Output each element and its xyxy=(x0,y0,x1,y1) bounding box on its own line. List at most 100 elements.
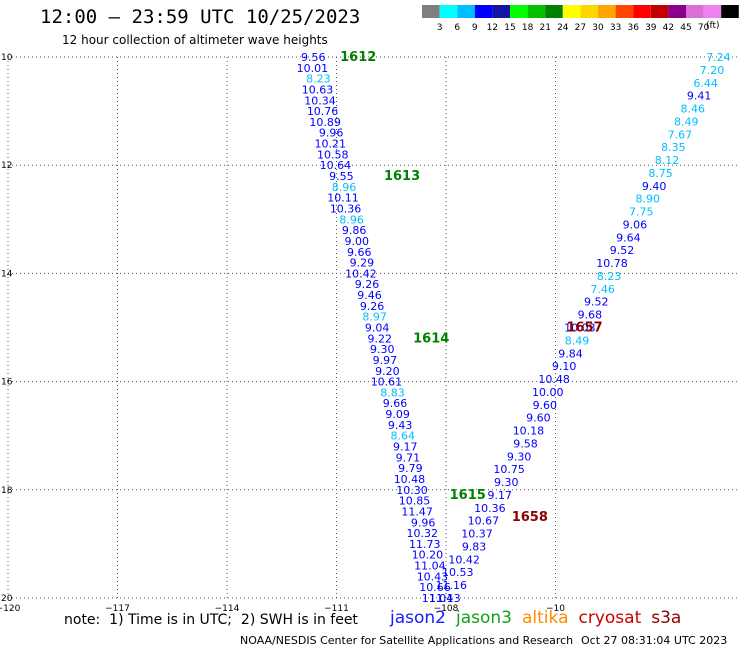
color-scale-swatch xyxy=(633,5,651,18)
y-tick-label: 12 xyxy=(1,161,12,171)
color-scale-swatch xyxy=(721,5,739,18)
data-point-label-jason3: 10.58 xyxy=(317,148,349,161)
data-point-label-jason3: 9.46 xyxy=(357,289,382,302)
data-point-label-jason3: 9.22 xyxy=(367,332,392,345)
data-point-label-s3a: 9.40 xyxy=(642,180,667,193)
x-tick-label: −111 xyxy=(324,604,349,614)
data-point-label-s3a: 8.49 xyxy=(565,334,590,347)
color-scale-label: 9 xyxy=(472,23,478,33)
y-tick-label: 18 xyxy=(1,486,13,496)
color-scale-swatch xyxy=(580,5,598,18)
legend-entry-jason3: jason3 xyxy=(456,608,512,628)
data-point-label-jason3: 9.96 xyxy=(411,516,436,529)
color-scale-swatch xyxy=(703,5,722,18)
pass-number-label: 1657 xyxy=(566,321,602,336)
data-point-label-jason3: 10.32 xyxy=(406,527,438,540)
color-scale-swatch xyxy=(650,5,669,18)
data-point-label-jason3: 10.89 xyxy=(309,116,341,129)
data-point-label-jason3: 9.96 xyxy=(319,127,344,140)
data-point-label-jason3: 9.97 xyxy=(373,354,398,367)
y-tick-label: 16 xyxy=(1,378,13,388)
data-point-label-s3a: 8.75 xyxy=(648,167,673,180)
data-point-label-s3a: 8.46 xyxy=(680,103,705,116)
data-point-label-jason3: 10.43 xyxy=(417,570,449,583)
data-point-label-s3a: 8.49 xyxy=(674,115,699,128)
data-point-label-jason3: 10.48 xyxy=(394,473,426,486)
color-scale-swatch xyxy=(686,5,704,18)
data-point-label-jason3: 10.42 xyxy=(345,267,377,280)
x-tick-label: −117 xyxy=(105,604,130,614)
data-point-label-s3a: 8.35 xyxy=(661,141,686,154)
color-scale-swatch xyxy=(598,5,616,18)
legend-entry-s3a: s3a xyxy=(651,608,682,628)
color-scale-swatch xyxy=(439,5,458,18)
data-point-label-jason3: 10.11 xyxy=(327,192,359,205)
x-tick-label: −10 xyxy=(546,604,565,614)
pass-number-label: 1615 xyxy=(450,488,486,503)
data-point-label-jason3: 9.00 xyxy=(344,235,369,248)
data-point-label-jason3: 8.96 xyxy=(339,213,364,226)
data-point-label-jason3: 11.04 xyxy=(414,560,446,573)
x-tick-label: −114 xyxy=(215,604,240,614)
data-point-label-jason3: 10.66 xyxy=(419,581,451,594)
chart-subtitle: 12 hour collection of altimeter wave hei… xyxy=(62,33,328,47)
data-point-label-jason3: 9.71 xyxy=(396,451,421,464)
data-point-label-jason3: 9.43 xyxy=(388,419,413,432)
data-point-label-jason3: 9.66 xyxy=(383,397,408,410)
data-point-label-jason3: 10.85 xyxy=(399,495,431,508)
legend-entry-cryosat: cryosat xyxy=(578,608,642,628)
data-point-label-s3a: 9.60 xyxy=(526,412,551,425)
data-point-label-jason3: 10.61 xyxy=(371,376,403,389)
y-tick-label: 20 xyxy=(1,594,13,604)
color-scale-swatch xyxy=(668,5,686,18)
pass-number-label: 1613 xyxy=(384,169,420,184)
color-scale-label: 12 xyxy=(487,23,498,33)
color-scale-swatch xyxy=(562,5,581,18)
data-point-label-jason3: 8.64 xyxy=(390,430,415,443)
data-point-label-jason3: 11.04 xyxy=(422,592,454,605)
data-point-label-jason3: 10.01 xyxy=(297,62,329,75)
color-scale-swatch xyxy=(422,5,440,18)
data-point-label-s3a: 7.20 xyxy=(700,64,725,77)
data-point-label-jason3: 10.76 xyxy=(307,105,339,118)
data-point-label-s3a: 9.41 xyxy=(687,90,712,103)
color-scale-label: 70 xyxy=(698,23,710,33)
data-point-label-jason3: 8.97 xyxy=(362,311,387,324)
data-point-label-s3a: 7.67 xyxy=(668,128,693,141)
data-point-label-s3a: 9.30 xyxy=(507,450,532,463)
color-scale-label: 27 xyxy=(575,23,586,33)
color-scale-label: 24 xyxy=(557,23,569,33)
data-point-label-s3a: 10.03 xyxy=(564,322,596,335)
data-point-label-s3a: 8.23 xyxy=(597,270,622,283)
color-scale-units: (ft) xyxy=(706,21,720,31)
data-point-label-jason3: 9.20 xyxy=(375,365,400,378)
data-point-label-s3a: 10.53 xyxy=(442,566,474,579)
color-scale-label: 6 xyxy=(454,23,460,33)
data-point-label-jason3: 10.64 xyxy=(320,159,352,172)
y-tick-label: 14 xyxy=(1,269,13,279)
data-point-label-jason3: 9.09 xyxy=(385,408,410,421)
color-scale-swatch xyxy=(545,5,563,18)
data-point-label-s3a: 9.06 xyxy=(623,218,648,231)
data-point-label-s3a: 10.37 xyxy=(461,528,493,541)
satellite-legend: jason2 jason3 altika cryosat s3a xyxy=(390,608,691,628)
data-point-label-s3a: 9.64 xyxy=(616,231,641,244)
data-point-label-s3a: 9.52 xyxy=(610,244,635,257)
data-point-label-s3a: 7.75 xyxy=(629,206,654,219)
data-point-label-s3a: 10.48 xyxy=(538,373,570,386)
pass-number-label: 1658 xyxy=(512,510,548,525)
y-tick-label: 10 xyxy=(1,53,13,63)
data-point-label-jason3: 9.30 xyxy=(370,343,395,356)
legend-entry-altika: altika xyxy=(522,608,569,628)
data-point-label-jason3: 9.79 xyxy=(398,462,423,475)
data-point-label-s3a: 6.44 xyxy=(693,77,718,90)
data-point-label-jason3: 10.20 xyxy=(412,549,444,562)
color-scale-swatch xyxy=(457,5,475,18)
data-point-label-jason3: 9.86 xyxy=(342,224,367,237)
pass-number-label: 1612 xyxy=(340,50,376,65)
x-tick-label: −108 xyxy=(434,604,459,614)
footer-note: note: 1) Time is in UTC; 2) SWH is in fe… xyxy=(64,612,358,628)
pass-number-label: 1614 xyxy=(413,331,449,346)
